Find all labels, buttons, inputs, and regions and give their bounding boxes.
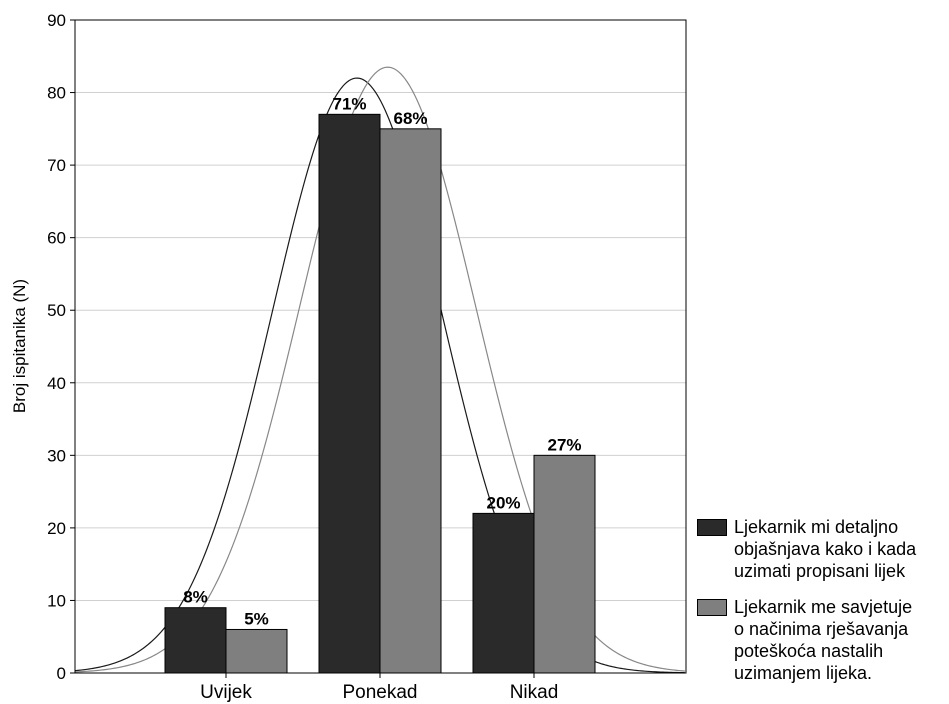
x-tick-label: Uvijek (200, 682, 252, 703)
bar-series-1-ponekad (318, 113, 381, 674)
bar-series-2-nikad (533, 454, 596, 674)
y-tick-label: 0 (57, 664, 66, 683)
data-label-series-1: 71% (332, 94, 366, 113)
data-label-series-2: 5% (244, 609, 269, 628)
y-tick-label: 90 (47, 11, 66, 30)
legend-swatch-series-2 (697, 599, 727, 616)
y-tick-label: 50 (47, 301, 66, 320)
legend-item-series-2: Ljekarnik me savjetuje o načinima rješav… (694, 596, 944, 684)
legend-label-series-2-line-1: Ljekarnik me savjetuje (734, 597, 913, 617)
legend-label-series-2-line-4: uzimanjem lijeka. (734, 663, 873, 683)
y-axis-ticks: 0 10 20 30 40 50 60 70 80 90 (47, 11, 75, 683)
bar-series-1-uvijek (164, 607, 227, 674)
data-label-series-2: 68% (393, 109, 427, 128)
y-tick-label: 10 (47, 591, 66, 610)
legend-label-series-2-line-2: o načinima rješavanja (734, 619, 909, 639)
y-tick-label: 20 (47, 519, 66, 538)
legend-label-series-1-line-3: uzimati propisani lijek (734, 561, 906, 581)
bar-series-2-ponekad (379, 128, 442, 674)
y-tick-label: 70 (47, 156, 66, 175)
legend-label-series-1-line-1: Ljekarnik mi detaljno (734, 517, 899, 537)
legend-label-series-2-line-3: poteškoća nastalih (734, 641, 884, 661)
bar-series-1-nikad (472, 512, 535, 674)
legend: Ljekarnik mi detaljno objašnjava kako i … (694, 516, 944, 684)
y-tick-label: 40 (47, 374, 66, 393)
bars (164, 113, 596, 674)
data-label-series-2: 27% (547, 435, 581, 454)
data-labels: 8% 71% 20% 5% 68% 27% (183, 94, 581, 628)
y-tick-label: 60 (47, 229, 66, 248)
legend-label-series-1-line-2: objašnjava kako i kada (734, 539, 917, 559)
legend-item-series-1: Ljekarnik mi detaljno objašnjava kako i … (694, 516, 944, 582)
data-label-series-1: 8% (183, 588, 208, 607)
y-axis-label: Broj ispitanika (N) (10, 279, 29, 413)
x-axis-ticks: Uvijek Ponekad Nikad (200, 673, 558, 703)
y-tick-label: 80 (47, 84, 66, 103)
x-tick-label: Nikad (510, 682, 559, 703)
data-label-series-1: 20% (486, 493, 520, 512)
legend-swatch-series-1 (697, 519, 727, 536)
bar-series-2-uvijek (225, 628, 288, 674)
y-tick-label: 30 (47, 446, 66, 465)
x-tick-label: Ponekad (342, 682, 417, 703)
